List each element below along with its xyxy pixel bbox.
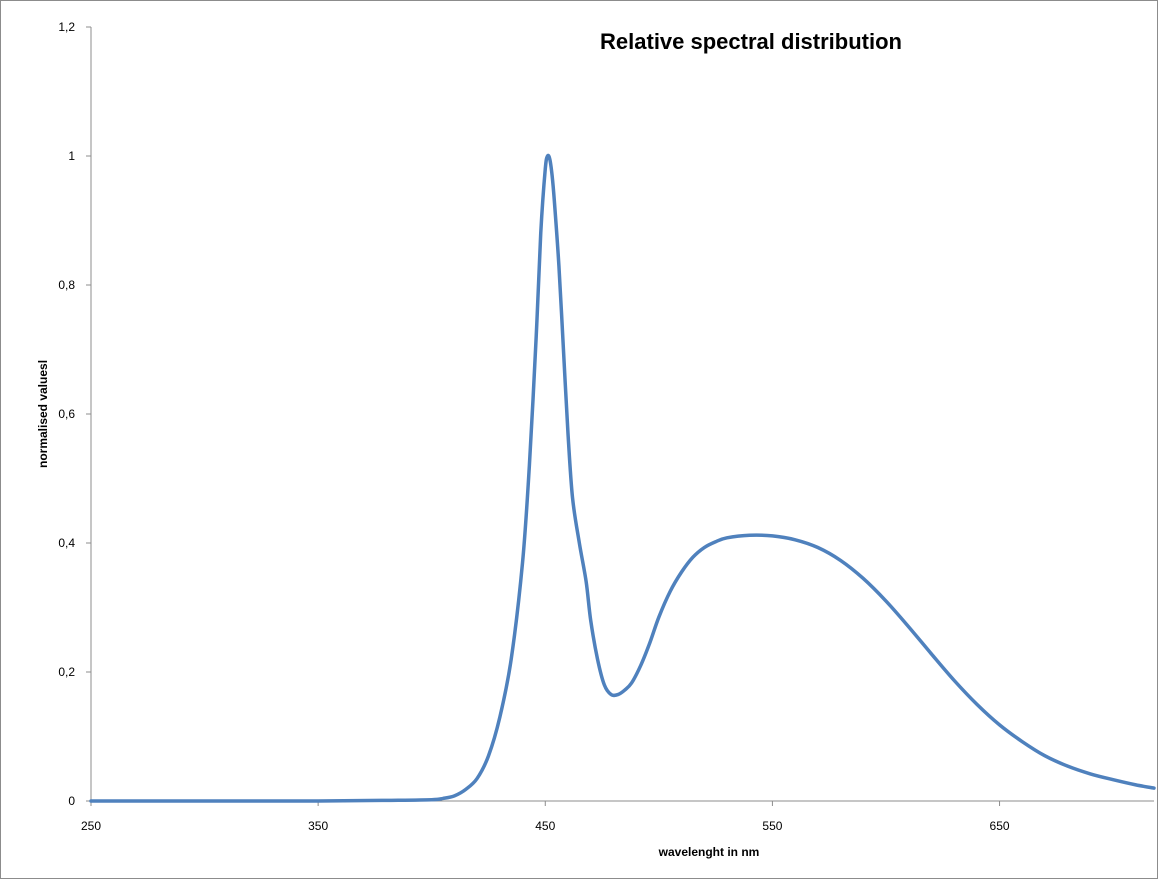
- x-tick-label: 650: [990, 819, 1010, 833]
- y-tick-label: 1: [68, 149, 75, 163]
- x-tick-label: 450: [535, 819, 555, 833]
- y-tick-label: 0,2: [58, 665, 75, 679]
- x-tick-label: 550: [762, 819, 782, 833]
- y-tick-label: 0: [68, 794, 75, 808]
- chart-title: Relative spectral distribution: [600, 29, 902, 54]
- y-axis-title: normalised valuesl: [36, 360, 50, 468]
- x-tick-label: 350: [308, 819, 328, 833]
- tick-labels: 0 0,2 0,4 0,6 0,8 1 1,2 250 350 450 550 650: [58, 20, 1010, 833]
- y-tick-label: 0,8: [58, 278, 75, 292]
- axes: [86, 26, 1154, 806]
- y-tick-label: 1,2: [58, 20, 75, 34]
- series-line: [89, 153, 1156, 803]
- x-tick-label: 250: [81, 819, 101, 833]
- y-tick-label: 0,4: [58, 536, 75, 550]
- x-axis-title: wavelenght in nm: [658, 845, 760, 859]
- y-tick-label: 0,6: [58, 407, 75, 421]
